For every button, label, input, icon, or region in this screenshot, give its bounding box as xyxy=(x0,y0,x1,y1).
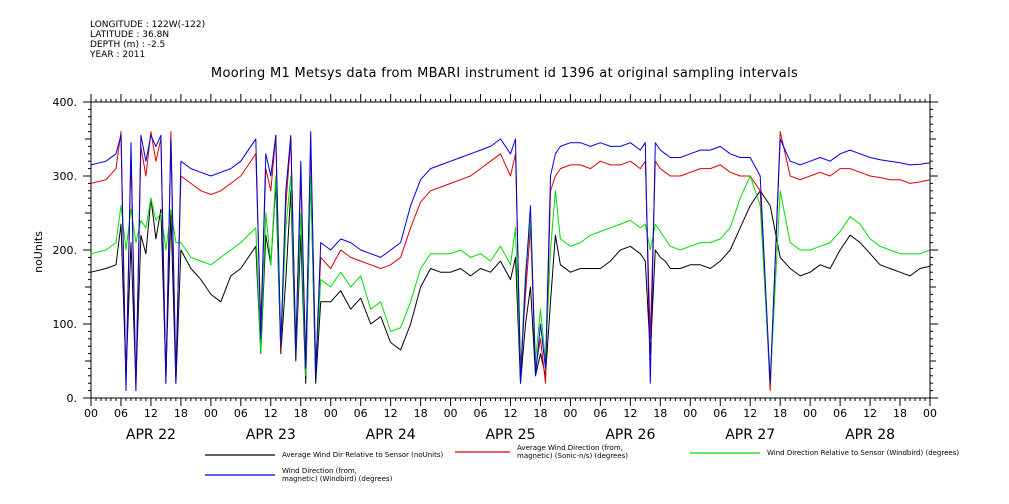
day-label: APR 24 xyxy=(366,427,416,443)
day-label: APR 22 xyxy=(126,427,176,443)
legend-label-4: magnetic) (Windbird) (degrees) xyxy=(282,475,393,483)
y-tick-label: 0. xyxy=(67,392,78,405)
day-label: APR 25 xyxy=(485,427,535,443)
latitude-text: LATITUDE : 36.8N xyxy=(90,30,170,40)
x-tick-label: 00 xyxy=(444,407,458,420)
y-tick-label: 400. xyxy=(53,96,78,109)
x-tick-label: 00 xyxy=(324,407,338,420)
x-tick-label: 00 xyxy=(84,407,98,420)
x-tick-label: 12 xyxy=(144,407,158,420)
x-tick-label: 00 xyxy=(563,407,577,420)
x-tick-label: 06 xyxy=(354,407,368,420)
legend-label-4: Wind Direction (from, xyxy=(282,467,357,475)
x-tick-label: 00 xyxy=(683,407,697,420)
x-tick-label: 06 xyxy=(234,407,248,420)
x-tick-label: 00 xyxy=(923,407,937,420)
day-label: APR 23 xyxy=(246,427,296,443)
series-line-3 xyxy=(90,175,931,384)
x-tick-label: 06 xyxy=(713,407,727,420)
legend-label-2: Average Wind Direction (from, xyxy=(517,444,623,452)
day-label: APR 27 xyxy=(725,427,775,443)
metadata-block: LONGITUDE : 122W(-122) LATITUDE : 36.8N … xyxy=(90,20,205,60)
depth-text: DEPTH (m) : -2.5 xyxy=(90,40,166,50)
x-tick-label: 18 xyxy=(294,407,308,420)
x-tick-label: 12 xyxy=(743,407,757,420)
x-tick-label: 18 xyxy=(893,407,907,420)
legend-label-1: Average Wind Dir Relative to Sensor (noU… xyxy=(282,451,443,459)
x-tick-label: 06 xyxy=(593,407,607,420)
x-tick-label: 12 xyxy=(504,407,518,420)
x-tick-label: 18 xyxy=(174,407,188,420)
x-tick-label: 06 xyxy=(833,407,847,420)
y-axis-label: noUnits xyxy=(32,231,45,273)
x-tick-label: 06 xyxy=(474,407,488,420)
day-label: APR 28 xyxy=(845,427,895,443)
y-tick-label: 300. xyxy=(53,170,78,183)
x-tick-label: 12 xyxy=(384,407,398,420)
x-tick-label: 00 xyxy=(204,407,218,420)
x-tick-label: 12 xyxy=(264,407,278,420)
series-line-2 xyxy=(90,131,931,392)
x-tick-label: 12 xyxy=(623,407,637,420)
x-tick-label: 18 xyxy=(653,407,667,420)
y-tick-label: 200. xyxy=(53,244,78,257)
series-line-4 xyxy=(90,131,931,392)
year-text: YEAR : 2011 xyxy=(90,50,146,60)
x-tick-label: 12 xyxy=(863,407,877,420)
y-tick-label: 100. xyxy=(53,318,78,331)
x-tick-label: 06 xyxy=(114,407,128,420)
legend-label-2: magnetic) (Sonic-n/s) (degrees) xyxy=(517,452,628,460)
legend-label-3: Wind Direction Relative to Sensor (Windb… xyxy=(767,449,959,457)
day-label: APR 26 xyxy=(605,427,655,443)
x-tick-label: 18 xyxy=(533,407,547,420)
chart-title: Mooring M1 Metsys data from MBARI instru… xyxy=(210,66,799,81)
longitude-text: LONGITUDE : 122W(-122) xyxy=(90,20,206,30)
series-line-1 xyxy=(90,175,931,384)
x-tick-label: 18 xyxy=(414,407,428,420)
x-tick-label: 00 xyxy=(803,407,817,420)
x-tick-label: 18 xyxy=(773,407,787,420)
